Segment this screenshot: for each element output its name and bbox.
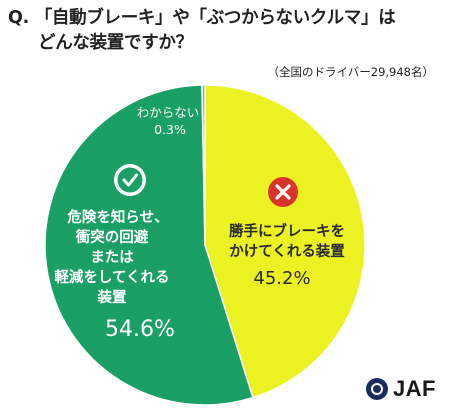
slice-label-unknown: わからない bbox=[137, 105, 200, 120]
slice-label-warning-line: 危険を知らせ、 bbox=[67, 208, 168, 226]
respondent-note: （全国のドライバー29,948名） bbox=[267, 65, 434, 79]
slice-label-warning-line: 衝突の回避 bbox=[75, 228, 149, 246]
slice-label-auto-brake-line: 勝手にブレーキを bbox=[229, 222, 345, 240]
jaf-emblem-icon bbox=[365, 378, 388, 400]
cross-icon bbox=[268, 177, 298, 207]
slice-label-warning-line: 装置 bbox=[97, 288, 127, 306]
question-heading: Q. 「自動ブレーキ」や「ぶつからないクルマ」は どんな装置ですか？ bbox=[8, 6, 444, 56]
slice-value-warning: 54.6% bbox=[105, 317, 175, 342]
slice-label-warning-line: または bbox=[90, 249, 134, 266]
question-text-1: 「自動ブレーキ」や「ぶつからないクルマ」は bbox=[34, 8, 396, 28]
check-icon bbox=[114, 164, 146, 196]
question-line-2: どんな装置ですか？ bbox=[38, 33, 193, 53]
pie-slices bbox=[44, 84, 366, 406]
question-label: Q. bbox=[8, 8, 29, 28]
slice-label-auto-brake-line: かけてくれる装置 bbox=[229, 242, 345, 260]
slice-warning-device bbox=[44, 84, 254, 406]
jaf-logo: JAF bbox=[365, 376, 436, 402]
slice-value-unknown: 0.3% bbox=[154, 122, 186, 137]
question-line-1: Q. 「自動ブレーキ」や「ぶつからないクルマ」は bbox=[8, 6, 444, 31]
slice-label-warning-line: 軽減をしてくれる bbox=[54, 269, 169, 286]
slice-auto-brake bbox=[204, 84, 366, 399]
slice-unknown bbox=[201, 84, 206, 246]
jaf-logo-text: JAF bbox=[392, 376, 436, 401]
slice-value-auto-brake: 45.2% bbox=[253, 268, 310, 289]
